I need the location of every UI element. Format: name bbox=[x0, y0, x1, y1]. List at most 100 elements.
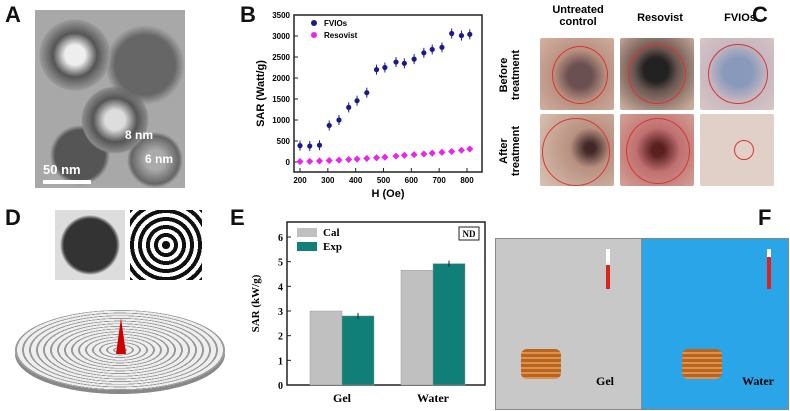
bar-exp bbox=[432, 263, 466, 386]
photo-resovist-before bbox=[620, 38, 694, 110]
photo-resovist-after bbox=[620, 114, 694, 186]
y-tick-label: 2 bbox=[278, 332, 283, 343]
photo-fvios-after bbox=[700, 114, 774, 186]
data-point-resovist bbox=[448, 147, 456, 156]
x-tick-label: 800 bbox=[460, 176, 474, 185]
x-category-label: Water bbox=[417, 391, 450, 405]
y-tick-label: 500 bbox=[277, 137, 291, 146]
water-environment: Water bbox=[641, 238, 789, 410]
data-point-resovist bbox=[296, 158, 304, 166]
data-point-resovist bbox=[381, 153, 389, 161]
data-point-resovist bbox=[373, 154, 381, 162]
plot-frame bbox=[286, 221, 486, 386]
data-point-fvios bbox=[336, 117, 342, 123]
data-point-resovist bbox=[325, 156, 333, 165]
data-point-fvios bbox=[297, 143, 303, 149]
x-tick-label: 300 bbox=[321, 176, 335, 185]
y-axis-label: SAR (Watt/g) bbox=[255, 60, 267, 127]
y-tick-label: 0 bbox=[278, 381, 283, 392]
y-tick-label: 1500 bbox=[272, 95, 290, 104]
legend-swatch bbox=[297, 228, 317, 237]
legend-label: Exp bbox=[323, 241, 342, 253]
col-untreated: Untreated control bbox=[552, 4, 604, 28]
data-point-fvios bbox=[411, 56, 417, 62]
y-tick-label: 1000 bbox=[272, 116, 290, 125]
legend-swatch bbox=[297, 242, 317, 251]
data-point-resovist bbox=[400, 151, 408, 159]
data-point-fvios bbox=[467, 31, 473, 37]
data-point-resovist bbox=[335, 156, 343, 164]
x-tick-label: 700 bbox=[432, 176, 446, 185]
chart-e: 0 1 2 3 4 5 6 SAR (kW/g) Gel Water Cal Exp ND bbox=[250, 221, 486, 405]
row-after: After treatment bbox=[498, 125, 522, 177]
gel-label: Gel bbox=[596, 374, 614, 388]
data-point-fvios bbox=[439, 44, 445, 50]
legend-label: Cal bbox=[323, 227, 340, 239]
x-tick-label: 200 bbox=[293, 176, 307, 185]
data-point-fvios bbox=[421, 50, 427, 56]
y-tick-label: 6 bbox=[278, 233, 283, 244]
data-point-fvios bbox=[316, 142, 323, 148]
data-point-fvios bbox=[449, 30, 455, 37]
data-point-resovist bbox=[428, 149, 436, 157]
bar-exp bbox=[341, 315, 375, 386]
y-tick-label: 4 bbox=[278, 282, 283, 293]
data-point-fvios bbox=[354, 98, 360, 104]
x-axis-label: H (Oe) bbox=[372, 188, 405, 200]
legend-label: Resovist bbox=[324, 31, 358, 40]
y-tick-label: 2500 bbox=[272, 53, 290, 62]
legend-marker bbox=[311, 32, 317, 38]
data-point-resovist bbox=[306, 157, 314, 165]
bar-cal bbox=[400, 270, 434, 386]
panel-label-d: D bbox=[5, 205, 21, 230]
col-fvios: FVIOs bbox=[724, 12, 756, 24]
data-point-resovist bbox=[392, 152, 400, 160]
tem-image: 8 nm 6 nm 50 nm bbox=[35, 10, 185, 188]
data-point-fvios bbox=[373, 67, 380, 73]
nd-badge-box bbox=[458, 226, 480, 241]
photo-fvios-before bbox=[700, 38, 774, 110]
data-point-resovist bbox=[353, 155, 361, 163]
photo-untreated-before bbox=[540, 38, 614, 110]
data-point-fvios bbox=[307, 143, 313, 149]
water-label: Water bbox=[742, 374, 774, 388]
scale-bar-label: 50 nm bbox=[43, 162, 81, 177]
label-8nm: 8 nm bbox=[125, 128, 154, 142]
y-tick-label: 3 bbox=[278, 307, 283, 318]
thermometer-icon bbox=[606, 249, 610, 289]
panel-label-c: C bbox=[752, 2, 768, 27]
y-tick-label: 0 bbox=[286, 158, 291, 167]
vortex-tem-image bbox=[55, 210, 125, 280]
chart-b: 0 500 1000 1500 2000 2500 3000 3500 200 300 400 500… bbox=[255, 11, 483, 200]
data-point-resovist bbox=[345, 155, 353, 164]
thermometer-icon bbox=[767, 249, 771, 289]
data-point-fvios bbox=[382, 64, 388, 71]
coil-icon bbox=[682, 349, 722, 379]
panel-label-a: A bbox=[5, 2, 21, 27]
vortex-holography-image bbox=[130, 210, 202, 280]
panel-label-b: B bbox=[240, 2, 256, 27]
y-axis-label: SAR (kW/g) bbox=[250, 274, 262, 332]
scale-bar bbox=[43, 180, 91, 184]
x-category-label: Gel bbox=[333, 391, 352, 405]
x-tick-label: 600 bbox=[405, 176, 419, 185]
data-point-fvios bbox=[458, 32, 465, 39]
data-point-resovist bbox=[466, 145, 474, 153]
panel-label-e: E bbox=[230, 205, 245, 230]
x-tick-label: 500 bbox=[377, 176, 391, 185]
photo-untreated-after bbox=[540, 114, 614, 186]
data-point-resovist bbox=[315, 157, 324, 165]
nd-badge: ND bbox=[463, 229, 476, 239]
data-point-resovist bbox=[410, 151, 418, 159]
plot-frame bbox=[293, 14, 483, 173]
y-tick-label: 3000 bbox=[272, 32, 290, 41]
data-point-fvios bbox=[346, 104, 352, 110]
panel-label-f: F bbox=[758, 205, 772, 230]
data-point-resovist bbox=[438, 148, 446, 156]
x-tick-label: 400 bbox=[349, 176, 363, 185]
legend-marker bbox=[311, 20, 317, 26]
data-point-fvios bbox=[401, 60, 407, 66]
col-resovist: Resovist bbox=[637, 12, 683, 24]
data-point-resovist bbox=[420, 150, 428, 158]
data-point-resovist bbox=[363, 154, 371, 162]
